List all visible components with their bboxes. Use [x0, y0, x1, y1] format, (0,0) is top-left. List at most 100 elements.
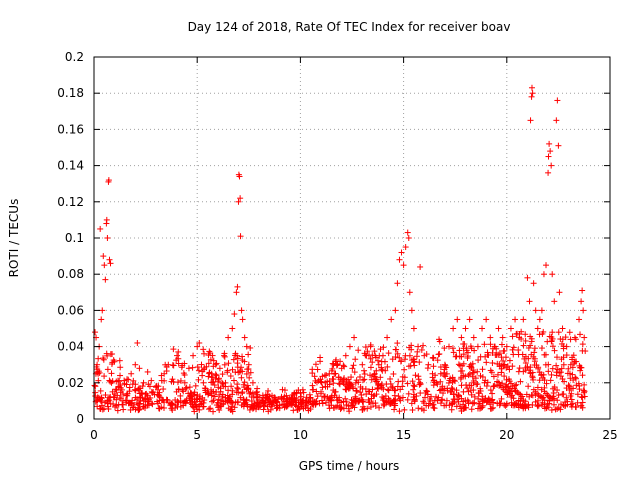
data-point — [479, 325, 486, 332]
data-point — [506, 357, 513, 364]
data-point — [510, 395, 517, 402]
data-point — [341, 363, 348, 370]
data-point — [310, 386, 317, 393]
data-point — [392, 387, 399, 394]
data-point — [460, 388, 467, 395]
data-point — [422, 394, 429, 401]
data-point — [195, 376, 202, 383]
data-point — [460, 398, 467, 405]
data-point — [123, 392, 130, 399]
data-point — [394, 350, 401, 357]
data-point — [483, 316, 490, 323]
data-point — [430, 404, 437, 411]
data-point — [155, 400, 162, 407]
data-point — [173, 357, 180, 364]
data-point — [230, 377, 237, 384]
data-point — [517, 378, 524, 385]
data-point — [378, 381, 385, 388]
chart-title: Day 124 of 2018, Rate Of TEC Index for r… — [188, 20, 511, 34]
data-point — [434, 397, 441, 404]
data-point — [405, 235, 412, 241]
data-point — [479, 404, 486, 411]
data-point — [379, 367, 386, 374]
data-point — [118, 386, 125, 393]
data-point — [112, 386, 119, 393]
data-point — [515, 402, 522, 409]
data-point — [234, 360, 241, 367]
data-point — [466, 363, 473, 370]
data-point — [199, 394, 206, 401]
data-point — [528, 84, 535, 91]
data-point — [522, 367, 529, 374]
data-point — [140, 379, 147, 386]
data-point — [534, 384, 541, 391]
data-point — [161, 399, 168, 406]
data-point — [371, 392, 378, 399]
data-point — [305, 407, 312, 414]
data-point — [565, 365, 572, 372]
data-point — [147, 394, 154, 401]
data-point — [392, 307, 399, 314]
data-point — [201, 350, 208, 357]
data-point — [337, 406, 344, 413]
data-point — [234, 381, 241, 388]
data-point — [405, 363, 412, 370]
data-point — [175, 399, 182, 406]
data-point — [464, 397, 471, 404]
data-point — [450, 325, 457, 332]
data-point — [553, 372, 560, 379]
data-point — [487, 387, 494, 394]
data-point — [485, 395, 492, 402]
x-tick-label: 20 — [499, 428, 514, 442]
data-point — [313, 388, 320, 395]
data-point — [530, 280, 537, 287]
data-point — [254, 400, 261, 407]
data-point — [557, 373, 564, 380]
data-point — [384, 363, 391, 370]
data-point — [357, 389, 364, 396]
data-point — [180, 388, 187, 395]
data-point — [520, 397, 527, 404]
data-point — [415, 405, 422, 412]
data-point — [484, 349, 491, 356]
data-point — [105, 177, 112, 184]
data-point — [95, 368, 102, 375]
data-point — [503, 343, 510, 350]
data-point — [298, 401, 305, 408]
data-point — [194, 343, 201, 350]
data-point — [369, 352, 376, 359]
data-point — [291, 395, 298, 402]
data-point — [507, 325, 514, 332]
data-point — [411, 362, 418, 369]
axes: 0 5 10 15 20 25 0 0.02 0.04 0.06 0.08 0.1 0.12 0.14 0.… — [57, 50, 617, 442]
data-point — [401, 406, 408, 413]
data-point — [232, 352, 239, 359]
data-point — [250, 404, 257, 411]
data-point — [437, 370, 444, 377]
data-point — [524, 363, 531, 370]
data-point — [249, 379, 256, 386]
data-point — [573, 382, 580, 389]
data-point — [367, 404, 374, 411]
data-point — [555, 142, 562, 149]
data-point — [443, 397, 450, 404]
data-point — [581, 381, 588, 388]
data-point — [181, 371, 188, 378]
data-point — [342, 352, 349, 359]
data-point — [580, 307, 587, 314]
data-point — [132, 381, 139, 388]
data-point — [254, 393, 261, 400]
y-axis-label: ROTI / TECUs — [7, 199, 21, 278]
data-point — [107, 351, 114, 358]
data-point — [546, 140, 553, 147]
data-point — [247, 344, 254, 351]
data-point — [295, 387, 302, 394]
data-point — [355, 397, 362, 404]
data-point — [494, 371, 501, 378]
data-point — [490, 404, 497, 411]
data-point — [579, 399, 586, 406]
data-point — [371, 348, 378, 355]
data-point — [379, 393, 386, 400]
data-point — [434, 381, 441, 388]
data-point — [509, 363, 516, 370]
